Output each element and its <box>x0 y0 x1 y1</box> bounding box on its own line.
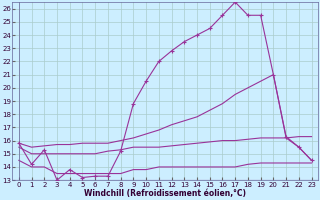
X-axis label: Windchill (Refroidissement éolien,°C): Windchill (Refroidissement éolien,°C) <box>84 189 246 198</box>
